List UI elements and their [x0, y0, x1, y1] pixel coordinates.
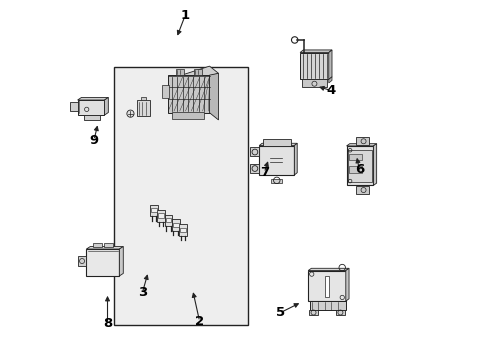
- Polygon shape: [345, 268, 348, 301]
- Polygon shape: [300, 53, 328, 80]
- Polygon shape: [328, 77, 331, 83]
- Text: 5: 5: [275, 306, 285, 319]
- Bar: [349, 154, 361, 160]
- Bar: [193, 69, 202, 75]
- Polygon shape: [259, 145, 294, 175]
- Polygon shape: [259, 143, 297, 145]
- Bar: [162, 85, 169, 98]
- Polygon shape: [300, 50, 331, 53]
- Bar: [171, 112, 203, 119]
- Bar: [113, 67, 247, 325]
- Polygon shape: [301, 80, 326, 87]
- Polygon shape: [346, 144, 376, 146]
- Bar: [271, 179, 282, 183]
- Polygon shape: [78, 98, 108, 100]
- Text: 2: 2: [195, 315, 204, 328]
- Bar: [262, 139, 290, 145]
- Polygon shape: [182, 66, 218, 82]
- Polygon shape: [250, 164, 259, 173]
- Bar: [150, 205, 158, 216]
- Bar: [349, 166, 361, 173]
- Polygon shape: [86, 249, 119, 276]
- Bar: [151, 208, 157, 212]
- Polygon shape: [70, 102, 78, 111]
- Polygon shape: [168, 75, 209, 113]
- Text: 8: 8: [102, 317, 112, 330]
- Polygon shape: [307, 268, 348, 271]
- Circle shape: [311, 81, 316, 86]
- Bar: [158, 213, 164, 218]
- Bar: [93, 243, 102, 247]
- Polygon shape: [356, 186, 368, 194]
- Bar: [137, 100, 149, 116]
- Bar: [104, 243, 112, 247]
- Bar: [157, 210, 165, 222]
- Bar: [179, 225, 186, 236]
- Text: 7: 7: [259, 166, 268, 179]
- Polygon shape: [307, 271, 345, 301]
- Polygon shape: [328, 50, 331, 80]
- Polygon shape: [78, 100, 104, 115]
- Text: 6: 6: [354, 163, 363, 176]
- Polygon shape: [86, 247, 123, 249]
- Bar: [324, 276, 328, 297]
- Bar: [347, 149, 371, 182]
- Text: 3: 3: [138, 287, 146, 300]
- Bar: [172, 223, 178, 227]
- Polygon shape: [308, 310, 317, 315]
- Bar: [171, 220, 179, 231]
- Polygon shape: [335, 310, 344, 315]
- Polygon shape: [83, 115, 100, 120]
- Polygon shape: [346, 146, 373, 185]
- Polygon shape: [250, 147, 259, 156]
- Polygon shape: [78, 256, 86, 266]
- Text: 4: 4: [325, 84, 334, 97]
- Polygon shape: [373, 144, 376, 185]
- Polygon shape: [209, 73, 218, 120]
- Polygon shape: [104, 98, 108, 115]
- Circle shape: [126, 110, 134, 117]
- Bar: [164, 215, 172, 226]
- Bar: [175, 69, 184, 75]
- Polygon shape: [309, 301, 345, 310]
- Polygon shape: [119, 247, 123, 276]
- Bar: [180, 228, 185, 232]
- Bar: [140, 96, 146, 100]
- Text: 9: 9: [89, 134, 98, 147]
- Polygon shape: [294, 143, 297, 175]
- Bar: [165, 218, 171, 222]
- Text: 1: 1: [181, 9, 189, 22]
- Polygon shape: [356, 137, 368, 145]
